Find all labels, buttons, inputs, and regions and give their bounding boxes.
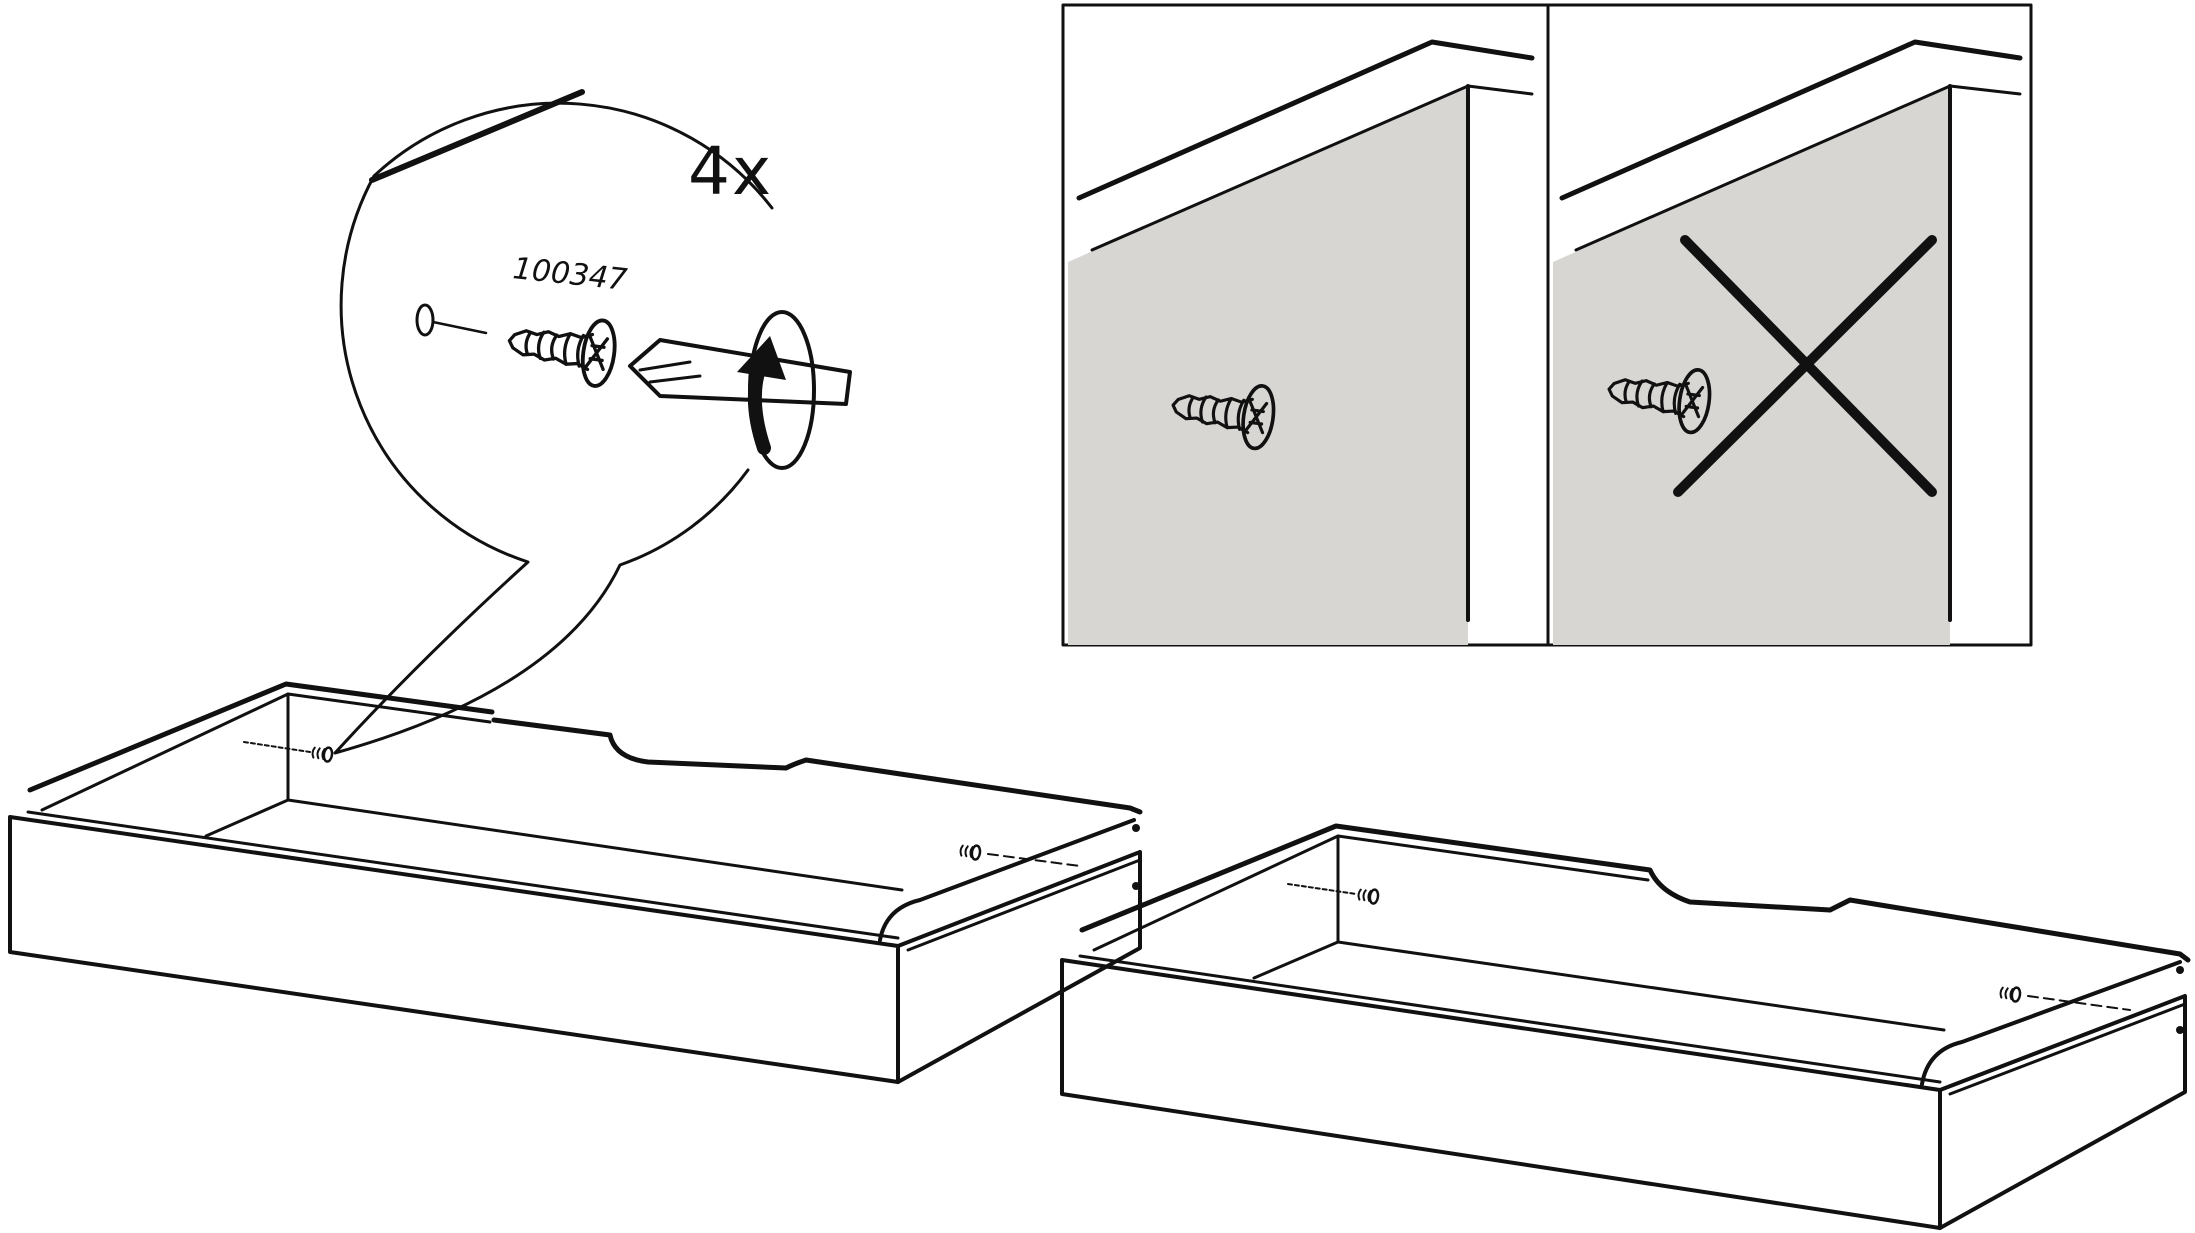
comparison-panels [1061, 3, 2033, 647]
drawer-front-panel [1060, 958, 1942, 1230]
screw-icon [1356, 886, 1381, 906]
cross-mark-icon [1673, 235, 1937, 497]
drawer-right [1060, 823, 2191, 1230]
screwdriver-icon [628, 338, 852, 406]
screw-icon [958, 842, 983, 862]
screw-icon [1998, 984, 2023, 1004]
callout-outline [333, 101, 774, 755]
screw-icon [310, 744, 335, 764]
incorrect-panel [1553, 39, 2023, 645]
drawer-left [8, 681, 1143, 1084]
detail-callout: 4x 100347 [333, 89, 852, 755]
quantity-label: 4x [688, 133, 773, 210]
rotate-arrow-icon [737, 310, 816, 470]
incorrect-panel-surface [1553, 86, 1950, 645]
screw-icon [502, 306, 621, 390]
pre-drilled-hole-icon [415, 303, 435, 337]
correct-panel [1068, 39, 1535, 645]
correct-panel-surface [1068, 86, 1468, 645]
drawer-front-panel [8, 815, 900, 1084]
part-number-label: 100347 [511, 251, 629, 298]
